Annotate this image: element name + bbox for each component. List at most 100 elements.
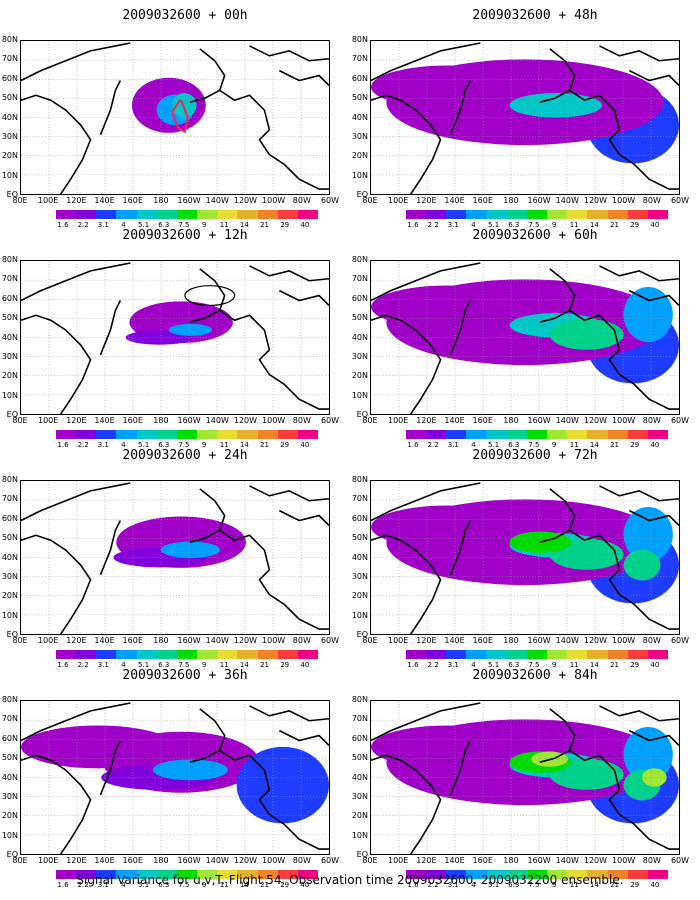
lat-tick-label: 80N (1, 255, 18, 264)
colorbar-label: 29 (280, 661, 290, 669)
lon-tick-label: 100W (262, 856, 286, 865)
colorbar-label: 3.1 (97, 661, 109, 669)
lon-tick-label: 100W (612, 856, 636, 865)
coastline (99, 520, 122, 576)
lon-tick-label: 140E (94, 856, 115, 865)
lat-tick-label: 60N (1, 513, 18, 523)
colorbar-swatch (647, 430, 669, 439)
coastline (371, 534, 442, 634)
lat-tick-label: 50N (351, 313, 368, 323)
colorbar-label: 3.1 (447, 441, 459, 449)
map-panel (370, 700, 680, 855)
colorbar-swatch (406, 870, 427, 879)
lat-tick-label: 30N (351, 571, 368, 581)
lon-tick-label: 80E (12, 416, 28, 425)
lat-tick-label: 20N (1, 151, 18, 161)
lat-tick-label: EQ (356, 630, 368, 639)
colorbar-label: 7.5 (178, 661, 190, 669)
map-panel (20, 700, 330, 855)
colorbar-swatch (76, 430, 97, 439)
lon-tick-label: 120E (416, 856, 437, 865)
colorbar-swatch (607, 650, 628, 659)
colorbar-label: 5.1 (138, 441, 150, 449)
variance-contour-fill (152, 759, 229, 781)
lon-tick-label: 160W (527, 196, 551, 205)
colorbar-label: 11 (569, 881, 579, 889)
colorbar-label: 5.1 (488, 441, 500, 449)
colorbar-swatch (446, 870, 467, 879)
colorbar-swatch (647, 870, 669, 879)
lon-tick-label: 100E (38, 196, 59, 205)
variance-contour-fill (623, 507, 673, 563)
colorbar-label: 14 (239, 441, 249, 449)
colorbar-label: 29 (280, 441, 290, 449)
coastline (599, 265, 679, 282)
colorbar-swatch (587, 650, 608, 659)
lat-tick-label: 30N (1, 351, 18, 361)
lat-tick-label: 50N (1, 533, 18, 543)
colorbar-swatch (56, 870, 77, 879)
colorbar-label: 40 (300, 661, 310, 669)
colorbar-swatch (297, 650, 319, 659)
coastline (189, 749, 221, 763)
colorbar-swatch (176, 430, 198, 439)
colorbar-swatch (197, 210, 218, 219)
coastline (599, 485, 679, 502)
lat-tick-label: 30N (1, 791, 18, 801)
variance-contour-fill (171, 93, 197, 118)
colorbar-swatch (56, 210, 77, 219)
colorbar-swatch (156, 650, 177, 659)
colorbar-swatch (526, 430, 548, 439)
colorbar-swatch (506, 210, 527, 219)
lon-tick-label: 140W (555, 636, 579, 645)
colorbar-swatch (76, 650, 97, 659)
lon-tick-label: 120E (416, 636, 437, 645)
colorbar-label: 9 (201, 221, 207, 229)
colorbar-swatch (237, 650, 258, 659)
colorbar-label: 2.2 (427, 221, 439, 229)
lon-tick-label: 180 (153, 196, 169, 205)
colorbar-label: 7.5 (178, 881, 190, 889)
colorbar-swatch (466, 430, 487, 439)
colorbar-swatch (607, 870, 628, 879)
lat-tick-label: 80N (1, 35, 18, 44)
lon-tick-label: 100W (262, 416, 286, 425)
colorbar-swatch (587, 430, 608, 439)
lon-tick-label: 160W (177, 196, 201, 205)
colorbar-swatch (237, 430, 258, 439)
colorbar-swatch (197, 430, 218, 439)
lon-tick-label: 60W (670, 416, 690, 425)
lon-tick-label: 60W (320, 636, 340, 645)
lat-tick-label: EQ (6, 630, 18, 639)
lat-tick-label: 80N (351, 475, 368, 484)
coastline (189, 309, 221, 323)
colorbar-label: 21 (260, 881, 269, 889)
colorbar (56, 870, 319, 879)
coastline (21, 314, 92, 414)
lat-tick-label: 60N (1, 293, 18, 303)
coastline (199, 48, 329, 190)
lon-tick-label: 100W (262, 196, 286, 205)
coastline (449, 80, 472, 136)
lat-tick-label: 20N (1, 591, 18, 601)
lat-tick-label: 30N (351, 131, 368, 141)
colorbar-label: 21 (260, 221, 269, 229)
coastline (278, 69, 329, 86)
coastline (21, 262, 131, 302)
variance-contour-fill (623, 287, 673, 343)
lon-tick-label: 140W (555, 856, 579, 865)
lon-tick-label: 140W (205, 416, 229, 425)
colorbar (56, 650, 319, 659)
colorbar-label: 11 (219, 661, 229, 669)
colorbar-swatch (627, 870, 648, 879)
coastline (249, 705, 329, 722)
lat-tick-label: EQ (356, 410, 368, 419)
lon-tick-label: 100W (612, 196, 636, 205)
coastline (21, 94, 92, 194)
colorbar-label: 3.1 (447, 661, 459, 669)
map-panel (20, 480, 330, 635)
colorbar-swatch (567, 650, 588, 659)
colorbar-label: 7.5 (528, 441, 540, 449)
colorbar-swatch (446, 650, 467, 659)
colorbar-label: 21 (610, 881, 619, 889)
